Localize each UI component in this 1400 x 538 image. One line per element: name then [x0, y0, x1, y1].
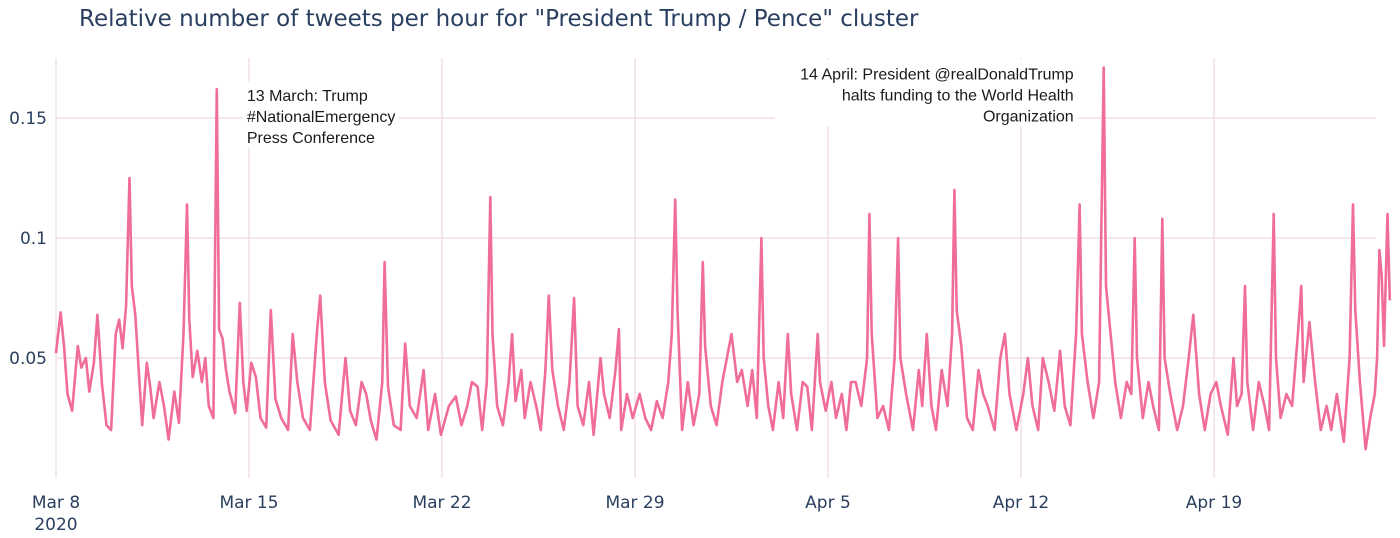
annotations: 13 March: Trump #NationalEmergency Press C…: [242, 59, 1078, 149]
x-tick-sublabel: 2020: [34, 515, 77, 535]
x-tick-label: Mar 29: [605, 493, 664, 513]
y-axis-tick-labels: 0.05 0.1 0.15: [9, 109, 47, 369]
x-tick-label: Apr 19: [1186, 493, 1242, 513]
y-tick-label: 0.15: [9, 109, 47, 129]
annotation-line: Press Conference: [247, 130, 375, 147]
annotation-line: 13 March: Trump: [247, 88, 368, 105]
chart-title: Relative number of tweets per hour for "…: [79, 6, 919, 32]
y-tick-label: 0.1: [20, 229, 47, 249]
annotation-box: [242, 81, 399, 149]
series-line: [54, 66, 1392, 451]
annotation-line: Organization: [983, 109, 1074, 126]
series-layer: [54, 66, 1392, 451]
annotation-line: halts funding to the World Health: [842, 88, 1074, 105]
x-tick-label: Apr 5: [805, 493, 851, 513]
x-tick-label: Mar 15: [219, 493, 278, 513]
y-gridlines: [56, 117, 1376, 359]
x-tick-label: Mar 22: [412, 493, 471, 513]
annotation-box: [774, 59, 1078, 127]
annotation-line: #NationalEmergency: [247, 109, 396, 126]
y-tick-label: 0.05: [9, 349, 47, 369]
x-tick-label: Apr 12: [993, 493, 1049, 513]
x-tick-label: Mar 8: [32, 493, 80, 513]
annotation-line: 14 April: President @realDonaldTrump: [800, 67, 1074, 84]
